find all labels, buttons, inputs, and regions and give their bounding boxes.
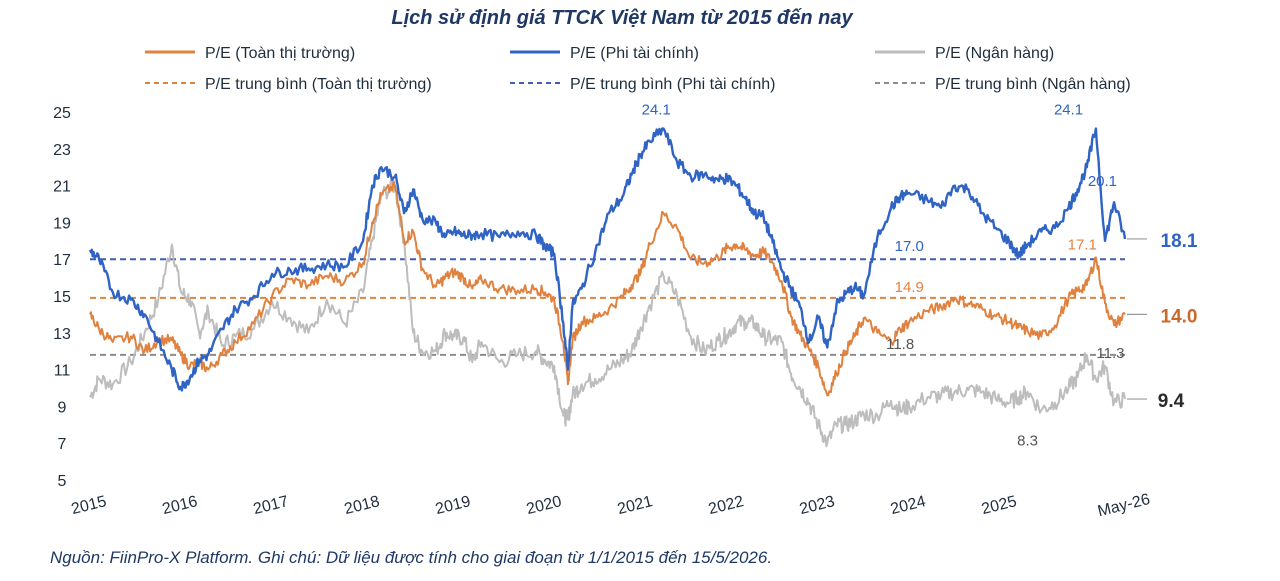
series-lines [88, 127, 1127, 448]
y-tick-label: 21 [53, 179, 71, 196]
y-tick-label: 15 [53, 289, 71, 306]
y-tick-label: 7 [58, 436, 67, 453]
annotation-label: 14.9 [895, 279, 924, 296]
y-tick-label: 13 [53, 326, 71, 343]
x-tick-label: 2019 [434, 493, 473, 518]
annotations: 24.1 24.1 20.1 17.0 17.1 14.9 11.8 11.3 8.3 18.1 1… [642, 102, 1198, 450]
y-tick-label: 17 [53, 252, 71, 269]
y-axis: 25 23 21 19 17 15 13 11 9 7 5 [53, 105, 71, 490]
annotation-label: 17.1 [1068, 236, 1097, 253]
x-tick-label: 2021 [616, 493, 655, 518]
series-line-market [89, 180, 1126, 397]
x-tick-label: 2016 [161, 493, 200, 518]
x-tick-label: 2023 [798, 493, 837, 518]
pe-line-chart: Lịch sử định giá TTCK Việt Nam từ 2015 đ… [53, 7, 1198, 520]
y-tick-label: 11 [54, 363, 71, 380]
annotation-label: 17.0 [895, 238, 924, 255]
legend-label-bank: P/E (Ngân hàng) [935, 45, 1054, 62]
annotation-label: 11.3 [1096, 345, 1124, 362]
y-tick-label: 9 [58, 399, 67, 416]
x-tick-label: 2015 [70, 493, 109, 518]
annotation-label: 8.3 [1017, 432, 1038, 449]
annotation-label: 24.1 [642, 102, 671, 119]
x-tick-label: 2024 [889, 493, 928, 518]
y-tick-label: 5 [58, 473, 67, 490]
legend-label-market: P/E (Toàn thị trường) [205, 45, 355, 62]
x-axis: 2015 2016 2017 2018 2019 2020 2021 2022 2023 2024… [70, 491, 1152, 520]
legend-label-nonfin: P/E (Phi tài chính) [570, 45, 699, 62]
series-line-bank [89, 179, 1126, 448]
annotation-label: 11.8 [886, 336, 914, 353]
annotation-label: 18.1 [1161, 231, 1198, 252]
x-tick-label: 2022 [707, 493, 746, 518]
y-tick-label: 23 [53, 142, 71, 159]
x-tick-label: 2020 [525, 493, 564, 518]
legend-label-market_avg: P/E trung bình (Toàn thị trường) [205, 76, 432, 93]
average-lines [90, 258, 1125, 356]
annotation-label: 20.1 [1088, 173, 1117, 190]
annotation-label: 9.4 [1158, 391, 1185, 412]
y-tick-label: 19 [53, 215, 71, 232]
legend: P/E (Toàn thị trường) P/E (Phi tài chính)… [145, 45, 1131, 93]
x-tick-label: 2025 [980, 493, 1019, 518]
annotation-label: 14.0 [1161, 306, 1198, 327]
series-line-nonfin [88, 127, 1127, 392]
x-tick-label: May-26 [1096, 491, 1152, 520]
x-tick-label: 2017 [252, 493, 291, 518]
y-tick-label: 25 [53, 105, 71, 122]
chart-title: Lịch sử định giá TTCK Việt Nam từ 2015 đ… [391, 7, 853, 29]
x-tick-label: 2018 [343, 493, 382, 518]
annotation-label: 24.1 [1054, 102, 1083, 119]
source-note: Nguồn: FiinPro-X Platform. Ghi chú: Dữ l… [50, 548, 773, 567]
legend-label-nonfin_avg: P/E trung bình (Phi tài chính) [570, 76, 775, 93]
legend-label-bank_avg: P/E trung bình (Ngân hàng) [935, 76, 1131, 93]
